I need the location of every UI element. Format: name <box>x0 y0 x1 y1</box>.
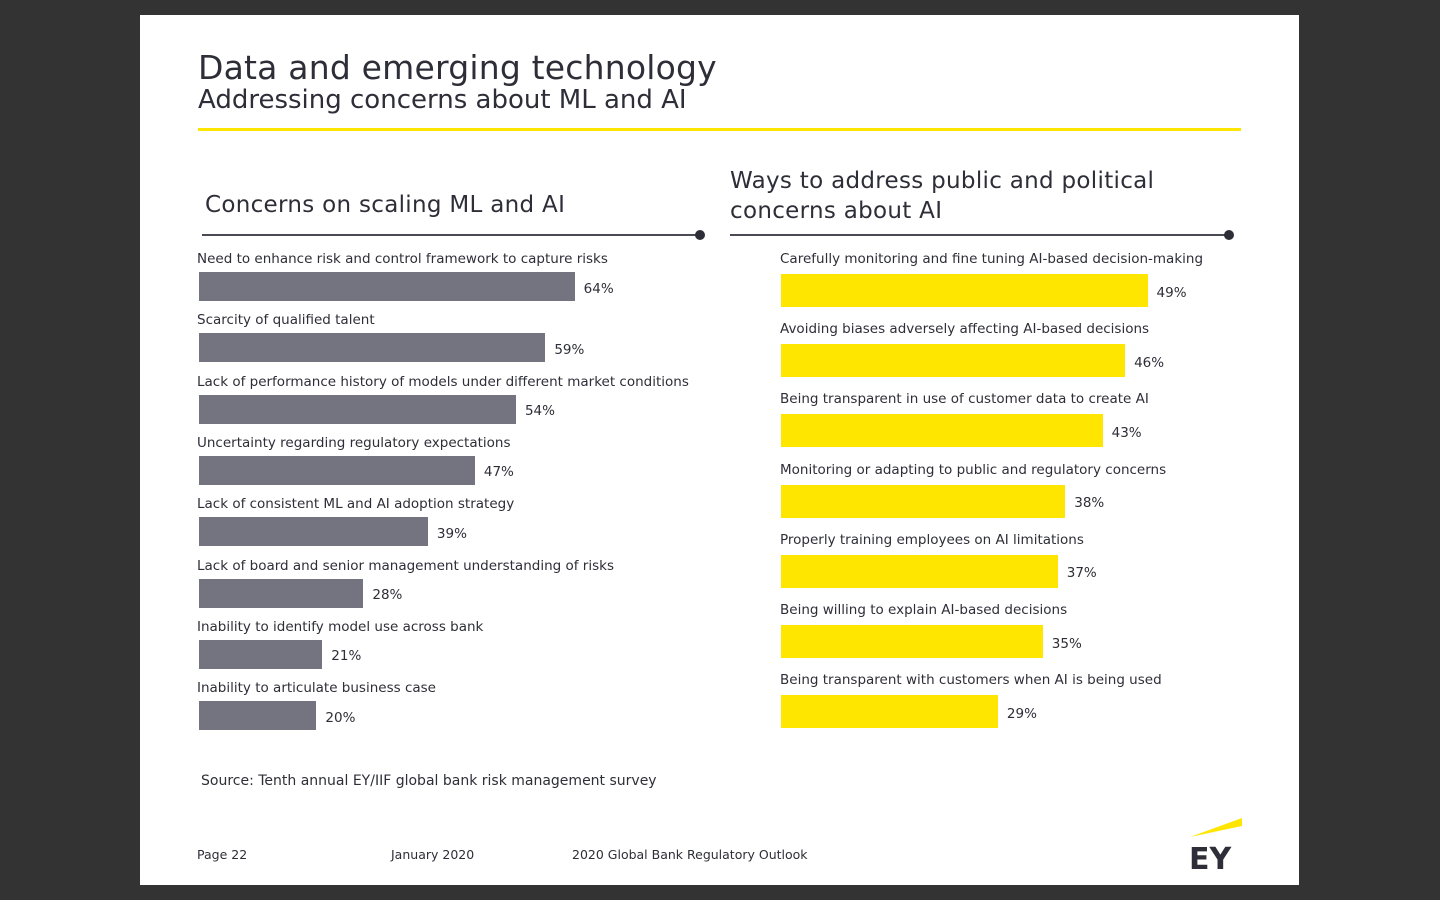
value-label: 64% <box>583 280 614 297</box>
category-label: Being transparent with customers when AI… <box>780 672 1162 689</box>
left-chart-divider <box>202 234 700 236</box>
bar <box>199 578 364 608</box>
value-label: 29% <box>1006 705 1037 722</box>
value-label: 28% <box>372 587 403 603</box>
bar <box>781 484 1066 518</box>
bar <box>781 554 1058 588</box>
bar <box>781 414 1103 448</box>
page-title: Data and emerging technology <box>198 48 717 87</box>
footer-page-number: Page 22 <box>197 847 248 862</box>
category-label: Being willing to explain AI-based decisi… <box>780 602 1068 618</box>
bar <box>199 517 428 547</box>
page-subtitle: Addressing concerns about ML and AI <box>198 85 687 115</box>
category-label: Avoiding biases adversely affecting AI-b… <box>780 321 1150 338</box>
bar <box>781 344 1126 378</box>
bar <box>199 639 323 669</box>
value-label: 46% <box>1134 354 1165 371</box>
category-label: Properly training employees on AI limita… <box>780 531 1084 548</box>
svg-text:EY: EY <box>1189 842 1232 873</box>
category-label: Monitoring or adapting to public and reg… <box>780 461 1167 478</box>
source-note: Source: Tenth annual EY/IIF global bank … <box>201 773 657 789</box>
category-label: Being transparent in use of customer dat… <box>780 391 1149 408</box>
divider-end-dot-icon <box>695 230 705 240</box>
value-label: 37% <box>1066 565 1097 582</box>
bar <box>781 274 1148 307</box>
right-chart-title: Ways to address public and political con… <box>730 168 1155 224</box>
bar <box>199 333 546 363</box>
bar <box>199 394 516 424</box>
value-label: 38% <box>1074 495 1105 512</box>
bar <box>199 701 317 731</box>
category-label: Inability to identify model use across b… <box>197 618 484 635</box>
category-label: Lack of board and senior management unde… <box>197 557 614 574</box>
category-label: Uncertainty regarding regulatory expecta… <box>197 434 511 451</box>
value-label: 47% <box>483 464 514 481</box>
category-label: Lack of consistent ML and AI adoption st… <box>197 496 515 513</box>
category-label: Inability to articulate business case <box>197 680 436 697</box>
category-label: Carefully monitoring and fine tuning AI-… <box>780 251 1204 267</box>
value-label: 54% <box>524 403 555 420</box>
divider-end-dot-icon <box>1224 230 1234 240</box>
value-label: 35% <box>1051 635 1082 652</box>
value-label: 39% <box>436 525 467 542</box>
right-chart-divider <box>730 234 1228 236</box>
bar <box>199 272 575 301</box>
category-label: Scarcity of qualified talent <box>197 312 375 329</box>
value-label: 20% <box>325 709 356 726</box>
value-label: 59% <box>554 341 585 358</box>
ey-logo-icon: EY <box>1189 818 1242 873</box>
bar <box>199 455 475 485</box>
bar <box>781 695 998 729</box>
category-label: Need to enhance risk and control framewo… <box>197 251 608 267</box>
value-label: 43% <box>1111 424 1142 441</box>
title-divider <box>198 128 1241 131</box>
bar <box>781 625 1043 658</box>
left-chart-title: Concerns on scaling ML and AI <box>205 192 566 218</box>
value-label: 21% <box>331 648 362 665</box>
slide-page: Data and emerging technology Addressing … <box>140 15 1299 885</box>
footer-publication: 2020 Global Bank Regulatory Outlook <box>572 847 808 862</box>
category-label: Lack of performance history of models un… <box>197 373 689 390</box>
value-label: 49% <box>1156 284 1187 301</box>
footer-date: January 2020 <box>391 847 475 862</box>
